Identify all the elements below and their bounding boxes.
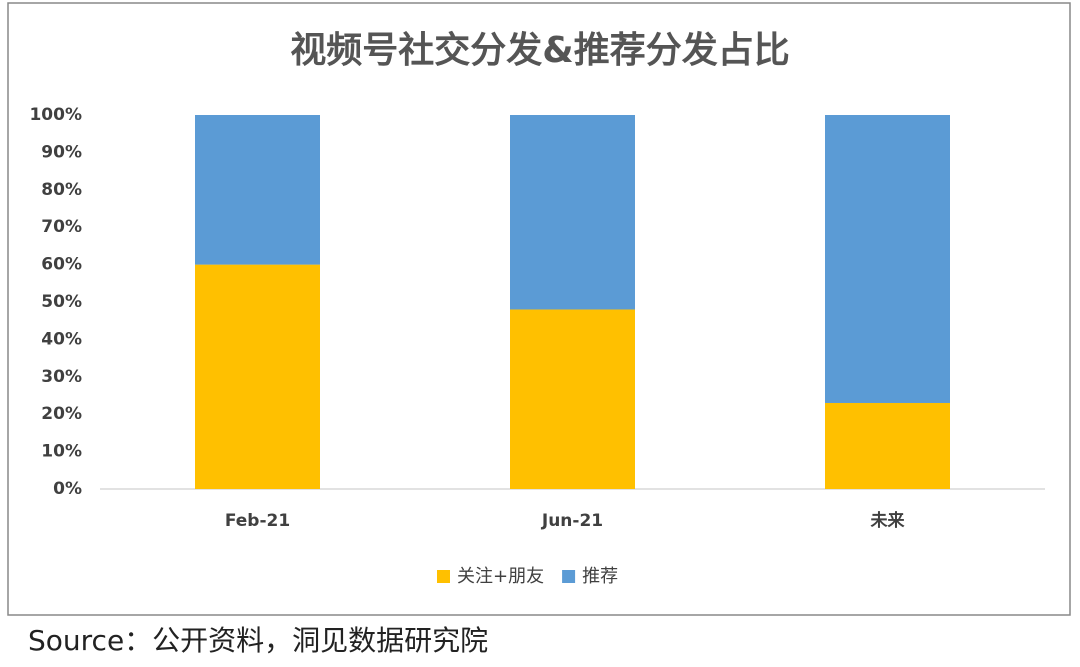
y-tick-label: 40%: [41, 329, 82, 349]
y-tick-label: 10%: [41, 442, 82, 462]
y-tick-label: 80%: [41, 180, 82, 200]
y-tick-label: 30%: [41, 367, 82, 387]
y-tick-label: 100%: [29, 105, 82, 125]
bar-segment: [825, 402, 950, 489]
y-tick-label: 90%: [41, 142, 82, 162]
legend-swatch: [562, 570, 576, 583]
bar-segment: [510, 115, 635, 310]
x-tick-label: Jun-21: [541, 511, 603, 531]
bar-segment: [825, 115, 950, 403]
bar-segment: [195, 115, 320, 265]
source-note: Source：公开资料，洞见数据研究院: [28, 624, 488, 657]
legend-label: 推荐: [582, 566, 618, 587]
x-tick-label: 未来: [870, 510, 906, 531]
bar-segment: [195, 264, 320, 489]
y-tick-label: 20%: [41, 404, 82, 424]
legend-label: 关注+朋友: [457, 566, 544, 587]
y-tick-label: 60%: [41, 255, 82, 275]
y-tick-label: 50%: [41, 292, 82, 312]
chart-title: 视频号社交分发&推荐分发占比: [290, 29, 789, 71]
bar-segment: [510, 309, 635, 489]
y-tick-label: 70%: [41, 217, 82, 237]
y-tick-label: 0%: [53, 479, 82, 499]
x-tick-label: Feb-21: [225, 511, 290, 531]
legend-swatch: [437, 570, 450, 583]
